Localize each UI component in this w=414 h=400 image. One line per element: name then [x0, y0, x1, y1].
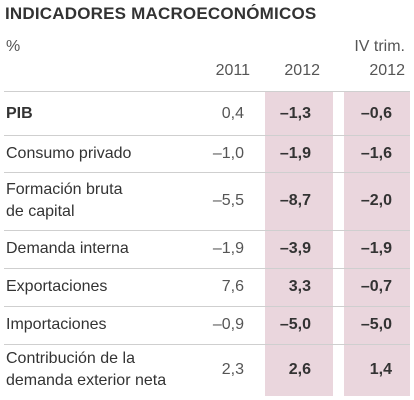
highlight-column-2012 — [265, 92, 333, 396]
table-cell: –1,3 — [279, 105, 311, 122]
table-cell: –8,7 — [279, 192, 311, 209]
row-label: Consumo privado — [6, 143, 131, 165]
table-cell: –5,5 — [212, 192, 244, 209]
column-header-2011: 2011 — [215, 62, 250, 79]
table-cell: –0,6 — [360, 105, 392, 122]
row-label-line: Formación bruta — [6, 181, 123, 198]
row-label-line: demanda exterior neta — [6, 372, 167, 389]
column-header-iv-trim-label: IV trim. — [354, 38, 405, 55]
table-cell: 2,3 — [221, 361, 244, 378]
table-top-rule — [4, 91, 410, 92]
table-cell: –1,9 — [360, 240, 392, 257]
row-label: Contribución de la demanda exterior neta — [6, 348, 166, 392]
table-cell: 2,6 — [288, 361, 311, 378]
row-label-line: Consumo privado — [6, 145, 132, 162]
table-cell: –5,0 — [279, 316, 311, 333]
table-cell: 1,4 — [369, 361, 392, 378]
table-cell: 0,4 — [221, 105, 244, 122]
row-label-line: Demanda interna — [6, 240, 129, 257]
row-divider — [4, 172, 410, 173]
unit-label: % — [6, 38, 21, 55]
table-cell: –5,0 — [360, 316, 392, 333]
highlight-column-iv-trim-2012 — [344, 92, 410, 396]
column-header-iv-trim-2012: 2012 — [369, 62, 405, 79]
row-label-line: de capital — [6, 203, 75, 220]
row-label: PIB — [6, 103, 33, 125]
table-cell: –0,9 — [212, 316, 244, 333]
row-label-line: Exportaciones — [6, 278, 108, 295]
row-label-line: PIB — [6, 105, 33, 122]
table-cell: –2,0 — [360, 192, 392, 209]
table-cell: 3,3 — [288, 278, 311, 295]
table-cell: –1,6 — [360, 145, 392, 162]
table-cell: 7,6 — [221, 278, 244, 295]
table-cell: –3,9 — [279, 240, 311, 257]
row-label: Demanda interna — [6, 238, 129, 260]
table-cell: –0,7 — [360, 278, 392, 295]
column-header-2012: 2012 — [284, 62, 320, 79]
row-divider — [4, 344, 410, 345]
row-divider — [4, 230, 410, 231]
row-label: Exportaciones — [6, 276, 107, 298]
row-divider — [4, 135, 410, 136]
row-label: Importaciones — [6, 314, 107, 336]
row-label-line: Contribución de la — [6, 350, 135, 367]
row-label-line: Importaciones — [6, 316, 107, 333]
row-divider — [4, 268, 410, 269]
table-cell: –1,0 — [212, 145, 244, 162]
row-label: Formación bruta de capital — [6, 179, 123, 223]
row-divider — [4, 306, 410, 307]
table-cell: –1,9 — [212, 240, 244, 257]
table-cell: –1,9 — [279, 145, 311, 162]
table-title: INDICADORES MACROECONÓMICOS — [5, 4, 317, 23]
